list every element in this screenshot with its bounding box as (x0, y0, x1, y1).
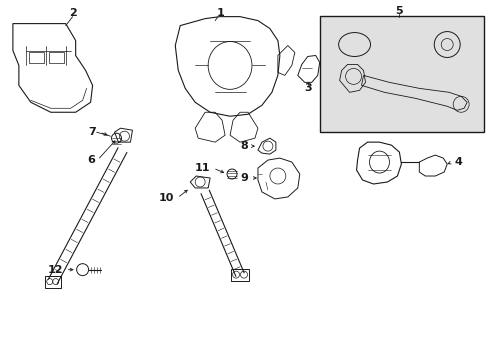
Text: 1: 1 (216, 8, 224, 18)
Text: 7: 7 (88, 127, 95, 137)
Text: 11: 11 (194, 163, 210, 173)
Text: 10: 10 (159, 193, 174, 203)
Text: 8: 8 (240, 141, 247, 151)
Text: 5: 5 (395, 6, 403, 15)
Text: 9: 9 (240, 173, 247, 183)
Text: 4: 4 (453, 157, 461, 167)
Polygon shape (319, 15, 483, 132)
Text: 3: 3 (304, 84, 311, 93)
Text: 12: 12 (47, 265, 62, 275)
Text: 2: 2 (69, 8, 77, 18)
Text: 6: 6 (87, 155, 95, 165)
